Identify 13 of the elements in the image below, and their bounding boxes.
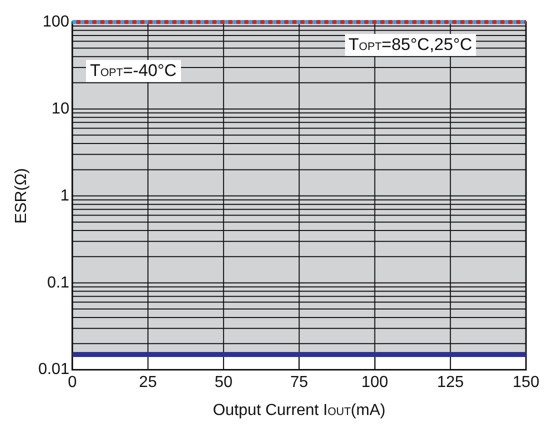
x-tick-label: 0: [68, 374, 77, 391]
x-tick-label: 75: [290, 374, 308, 391]
y-tick-label: 100: [42, 13, 70, 30]
x-tick-label: 50: [214, 374, 233, 391]
x-tick-label: 125: [437, 374, 464, 391]
y-axis-title: ESR(Ω): [13, 168, 30, 224]
y-tick-label: 0.01: [38, 361, 70, 378]
y-tick-label: 0.1: [47, 274, 70, 292]
y-tick-label: 10: [52, 100, 70, 118]
y-tick-label: 1: [60, 187, 70, 204]
x-tick-label: 100: [361, 374, 388, 391]
x-tick-label: 150: [512, 374, 540, 391]
x-tick-label: 25: [139, 374, 157, 391]
